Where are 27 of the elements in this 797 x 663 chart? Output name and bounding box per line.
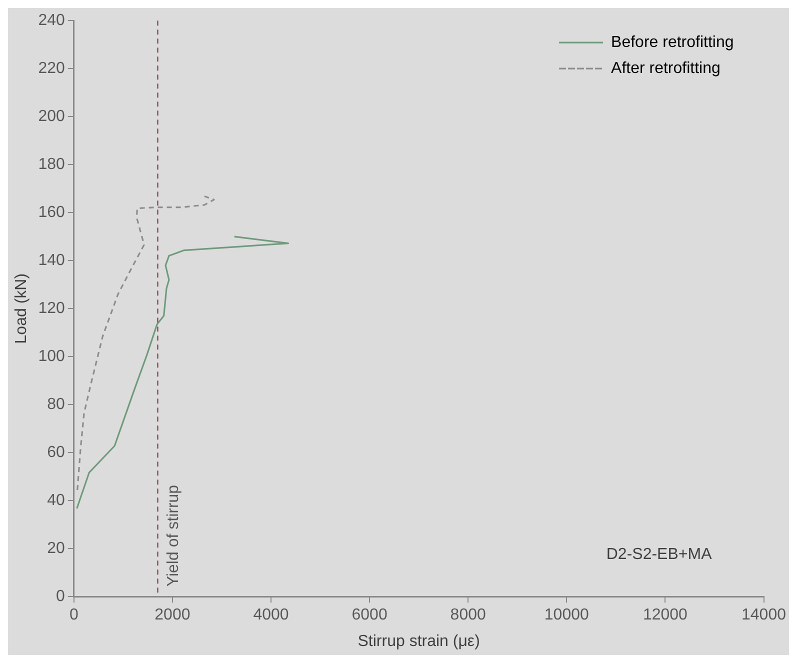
y-tick-label: 60 [47,444,65,462]
x-tick-label: 2000 [154,606,190,624]
y-tick-label: 40 [47,492,65,510]
x-tick-label: 0 [69,606,78,624]
y-tick-label: 200 [38,108,65,126]
x-tick-label: 6000 [352,606,388,624]
y-tick-label: 0 [56,588,65,606]
x-tick-label: 12000 [642,606,688,624]
legend-label: Before retrofitting [611,34,734,52]
y-tick-label: 220 [38,60,65,78]
x-axis-title: Stirrup strain (με) [358,632,480,650]
y-tick-label: 140 [38,252,65,270]
y-tick-label: 180 [38,156,65,174]
x-tick-label: 8000 [450,606,486,624]
y-tick-label: 240 [38,12,65,30]
x-tick-label: 14000 [742,606,786,624]
y-tick-label: 100 [38,348,65,366]
annotation: D2-S2-EB+MA [606,546,712,564]
y-tick-label: 20 [47,540,65,558]
y-tick-label: 160 [38,204,65,222]
y-tick-label: 120 [38,300,65,318]
x-tick-label: 10000 [544,606,589,624]
y-axis-title: Load (kN) [13,273,30,344]
y-tick-label: 80 [47,396,65,414]
legend-label: After retrofitting [611,60,720,78]
x-tick-label: 4000 [253,606,289,624]
ref-line-label: Yield of stirrup [165,484,182,587]
